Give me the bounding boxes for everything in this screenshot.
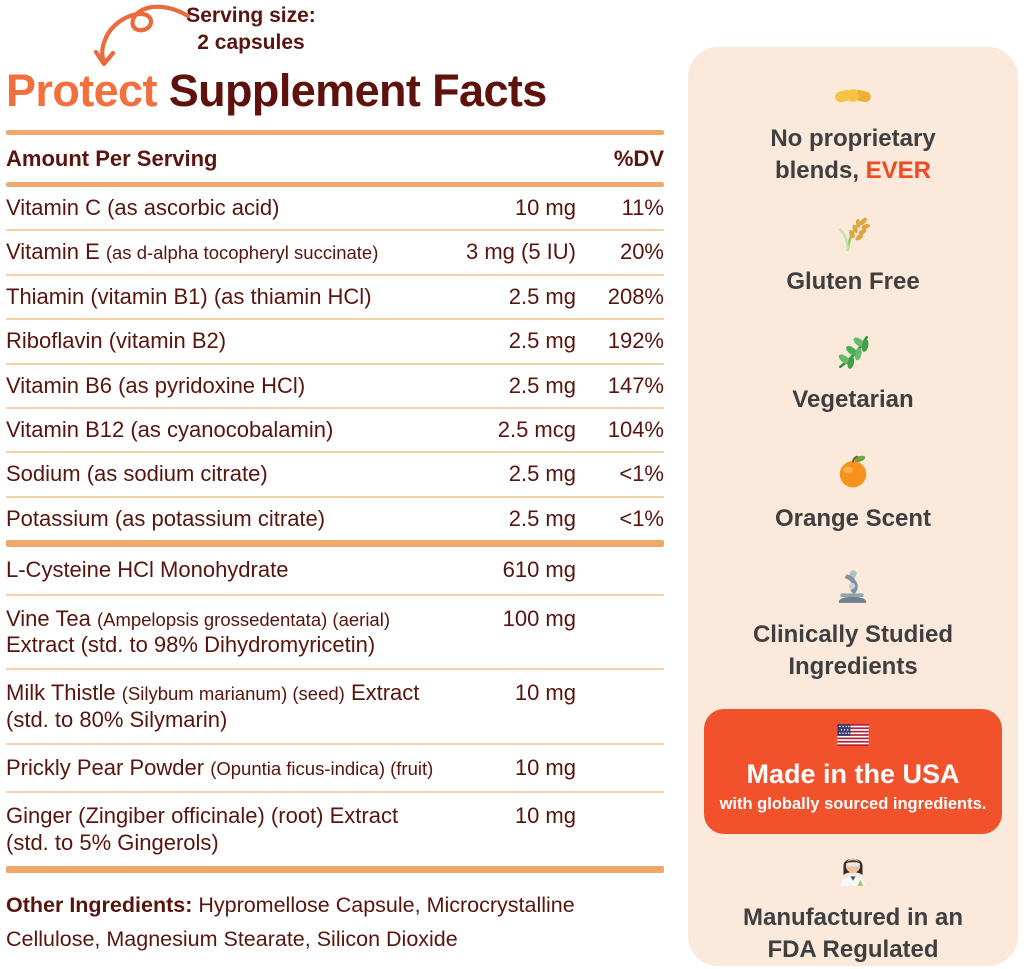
facts-table: Amount Per Serving %DV Vitamin C (as asc… (6, 130, 664, 957)
usa-card-title: Made in the USA (746, 758, 960, 789)
badge-no-proprietary-blends: No proprietary blends, EVER (770, 81, 936, 186)
ingredient-amount: 10 mg (514, 680, 576, 706)
ingredient-amount: 2.5 mg (508, 505, 576, 531)
table-row: Ginger (Zingiber officinale) (root) Extr… (6, 793, 664, 866)
badge-gluten-free: Gluten Free (786, 216, 920, 298)
ingredient-name: Milk Thistle (Silybum marianum) (seed) E… (6, 680, 420, 732)
badge-label: Gluten Free (786, 268, 920, 296)
badge-label: Manufactured in an FDA Regulated Facilit… (742, 903, 964, 969)
ingredient-amount: 10 mg (514, 755, 576, 781)
table-row: Sodium (as sodium citrate) 2.5 mg <1% (6, 453, 664, 498)
table-row: Riboflavin (vitamin B2) 2.5 mg 192% (6, 320, 664, 365)
table-row: Vitamin B6 (as pyridoxine HCl) 2.5 mg 147% (6, 365, 664, 409)
ingredient-amount: 2.5 mg (508, 283, 576, 309)
serving-size-note: Serving size: 2 capsules (156, 2, 346, 57)
table-row: Vine Tea (Ampelopsis grossedentata) (aer… (6, 596, 664, 671)
badge-orange-scent: Orange Scent (775, 453, 931, 535)
ingredient-dv: 147% (607, 372, 664, 398)
table-row: L-Cysteine HCl Monohydrate 610 mg (6, 547, 664, 596)
ingredient-amount: 610 mg (502, 557, 576, 583)
ingredient-name: L-Cysteine HCl Monohydrate (6, 557, 289, 583)
ingredient-amount: 3 mg (5 IU) (465, 239, 576, 265)
page-title: Protect Supplement Facts (6, 66, 547, 116)
dv-header: %DV (613, 146, 664, 171)
table-row: Milk Thistle (Silybum marianum) (seed) E… (6, 670, 664, 746)
title-rest: Supplement Facts (156, 65, 548, 116)
ingredient-amount: 10 mg (514, 195, 576, 220)
badge-clinically-studied: Clinically Studied Ingredients (718, 569, 988, 682)
badge-label: No proprietary blends, EVER (770, 125, 936, 184)
title-accent: Protect (6, 65, 157, 116)
bottom-divider (6, 866, 664, 874)
ever-accent: EVER (865, 156, 932, 184)
table-row: Vitamin E (as d-alpha tocopheryl succina… (6, 231, 664, 276)
ingredient-dv: 11% (621, 195, 664, 220)
table-row: Vitamin C (as ascorbic acid) 10 mg 11% (6, 187, 664, 232)
ingredient-dv: 20% (619, 239, 664, 265)
ingredient-dv: <1% (619, 505, 664, 531)
section-divider (6, 540, 664, 548)
badge-fda-facility: Manufactured in an FDA Regulated Facilit… (723, 850, 983, 969)
table-row: Thiamin (vitamin B1) (as thiamin HCl) 2.5… (6, 276, 664, 321)
microscope-icon (835, 569, 871, 610)
handshake-icon (834, 81, 872, 114)
top-rule (6, 130, 664, 135)
ingredient-amount: 2.5 mg (508, 461, 576, 487)
ingredient-name: Vine Tea (Ampelopsis grossedentata) (aer… (6, 605, 390, 657)
ingredient-dv: 104% (607, 416, 664, 442)
tangerine-icon (835, 453, 871, 494)
made-in-usa-card: Made in the USA with globally sourced in… (704, 708, 1002, 834)
other-ingredients-text: Hypromellose Capsule, Microcrystalline C… (6, 893, 575, 952)
serving-size-line2: 2 capsules (197, 31, 305, 55)
ingredient-name: Riboflavin (vitamin B2) (6, 328, 227, 354)
facts-table-header: Amount Per Serving %DV (6, 135, 664, 182)
table-row: Prickly Pear Powder (Opuntia ficus-indic… (6, 745, 664, 794)
rice-icon (835, 216, 871, 257)
ingredient-amount: 2.5 mcg (497, 416, 576, 442)
curly-arrow-icon (93, 4, 191, 67)
table-row: Vitamin B12 (as cyanocobalamin) 2.5 mcg 10… (6, 409, 664, 454)
ingredient-name: Thiamin (vitamin B1) (as thiamin HCl) (6, 283, 372, 309)
amount-per-serving-header: Amount Per Serving (6, 146, 218, 171)
other-ingredients: Other Ingredients: Hypromellose Capsule,… (6, 889, 664, 957)
serving-size-line1: Serving size: (186, 4, 316, 27)
herb-icon (835, 334, 871, 375)
table-row: Potassium (as potassium citrate) 2.5 mg <1… (6, 498, 664, 540)
ingredient-name: Prickly Pear Powder (Opuntia ficus-indic… (6, 755, 434, 781)
badge-label: Orange Scent (774, 504, 932, 532)
ingredient-name: Vitamin B12 (as cyanocobalamin) (6, 416, 334, 442)
other-ingredients-label: Other Ingredients: (6, 893, 193, 918)
botanicals-section: L-Cysteine HCl Monohydrate 610 mg Vine Tea… (6, 547, 664, 866)
ingredient-name: Ginger (Zingiber officinale) (root) Extr… (6, 803, 399, 855)
usa-card-subtitle: with globally sourced ingredients. (719, 795, 987, 814)
ingredient-amount: 2.5 mg (508, 328, 576, 354)
claims-sidebar: No proprietary blends, EVER (688, 47, 1018, 969)
us-flag-icon (837, 723, 869, 751)
ingredient-dv: 208% (607, 283, 664, 309)
badge-vegetarian: Vegetarian (792, 334, 914, 416)
ingredient-amount: 2.5 mg (508, 372, 576, 398)
badge-label: Vegetarian (792, 386, 914, 414)
ingredient-amount: 10 mg (514, 803, 576, 829)
badge-label: Clinically Studied Ingredients (752, 621, 954, 681)
ingredient-name: Vitamin C (as ascorbic acid) (6, 195, 280, 220)
ingredient-dv: <1% (619, 461, 664, 487)
ingredient-dv: 192% (607, 328, 664, 354)
ingredient-name: Potassium (as potassium citrate) (6, 505, 326, 531)
ingredient-amount: 100 mg (502, 605, 576, 631)
vitamins-section: Vitamin C (as ascorbic acid) 10 mg 11% Vita… (6, 187, 664, 540)
ingredient-name: Vitamin E (as d-alpha tocopheryl succina… (6, 239, 379, 265)
header-rule (6, 182, 664, 187)
woman-scientist-icon (834, 850, 872, 893)
ingredient-name: Vitamin B6 (as pyridoxine HCl) (6, 372, 306, 398)
ingredient-name: Sodium (as sodium citrate) (6, 461, 268, 487)
